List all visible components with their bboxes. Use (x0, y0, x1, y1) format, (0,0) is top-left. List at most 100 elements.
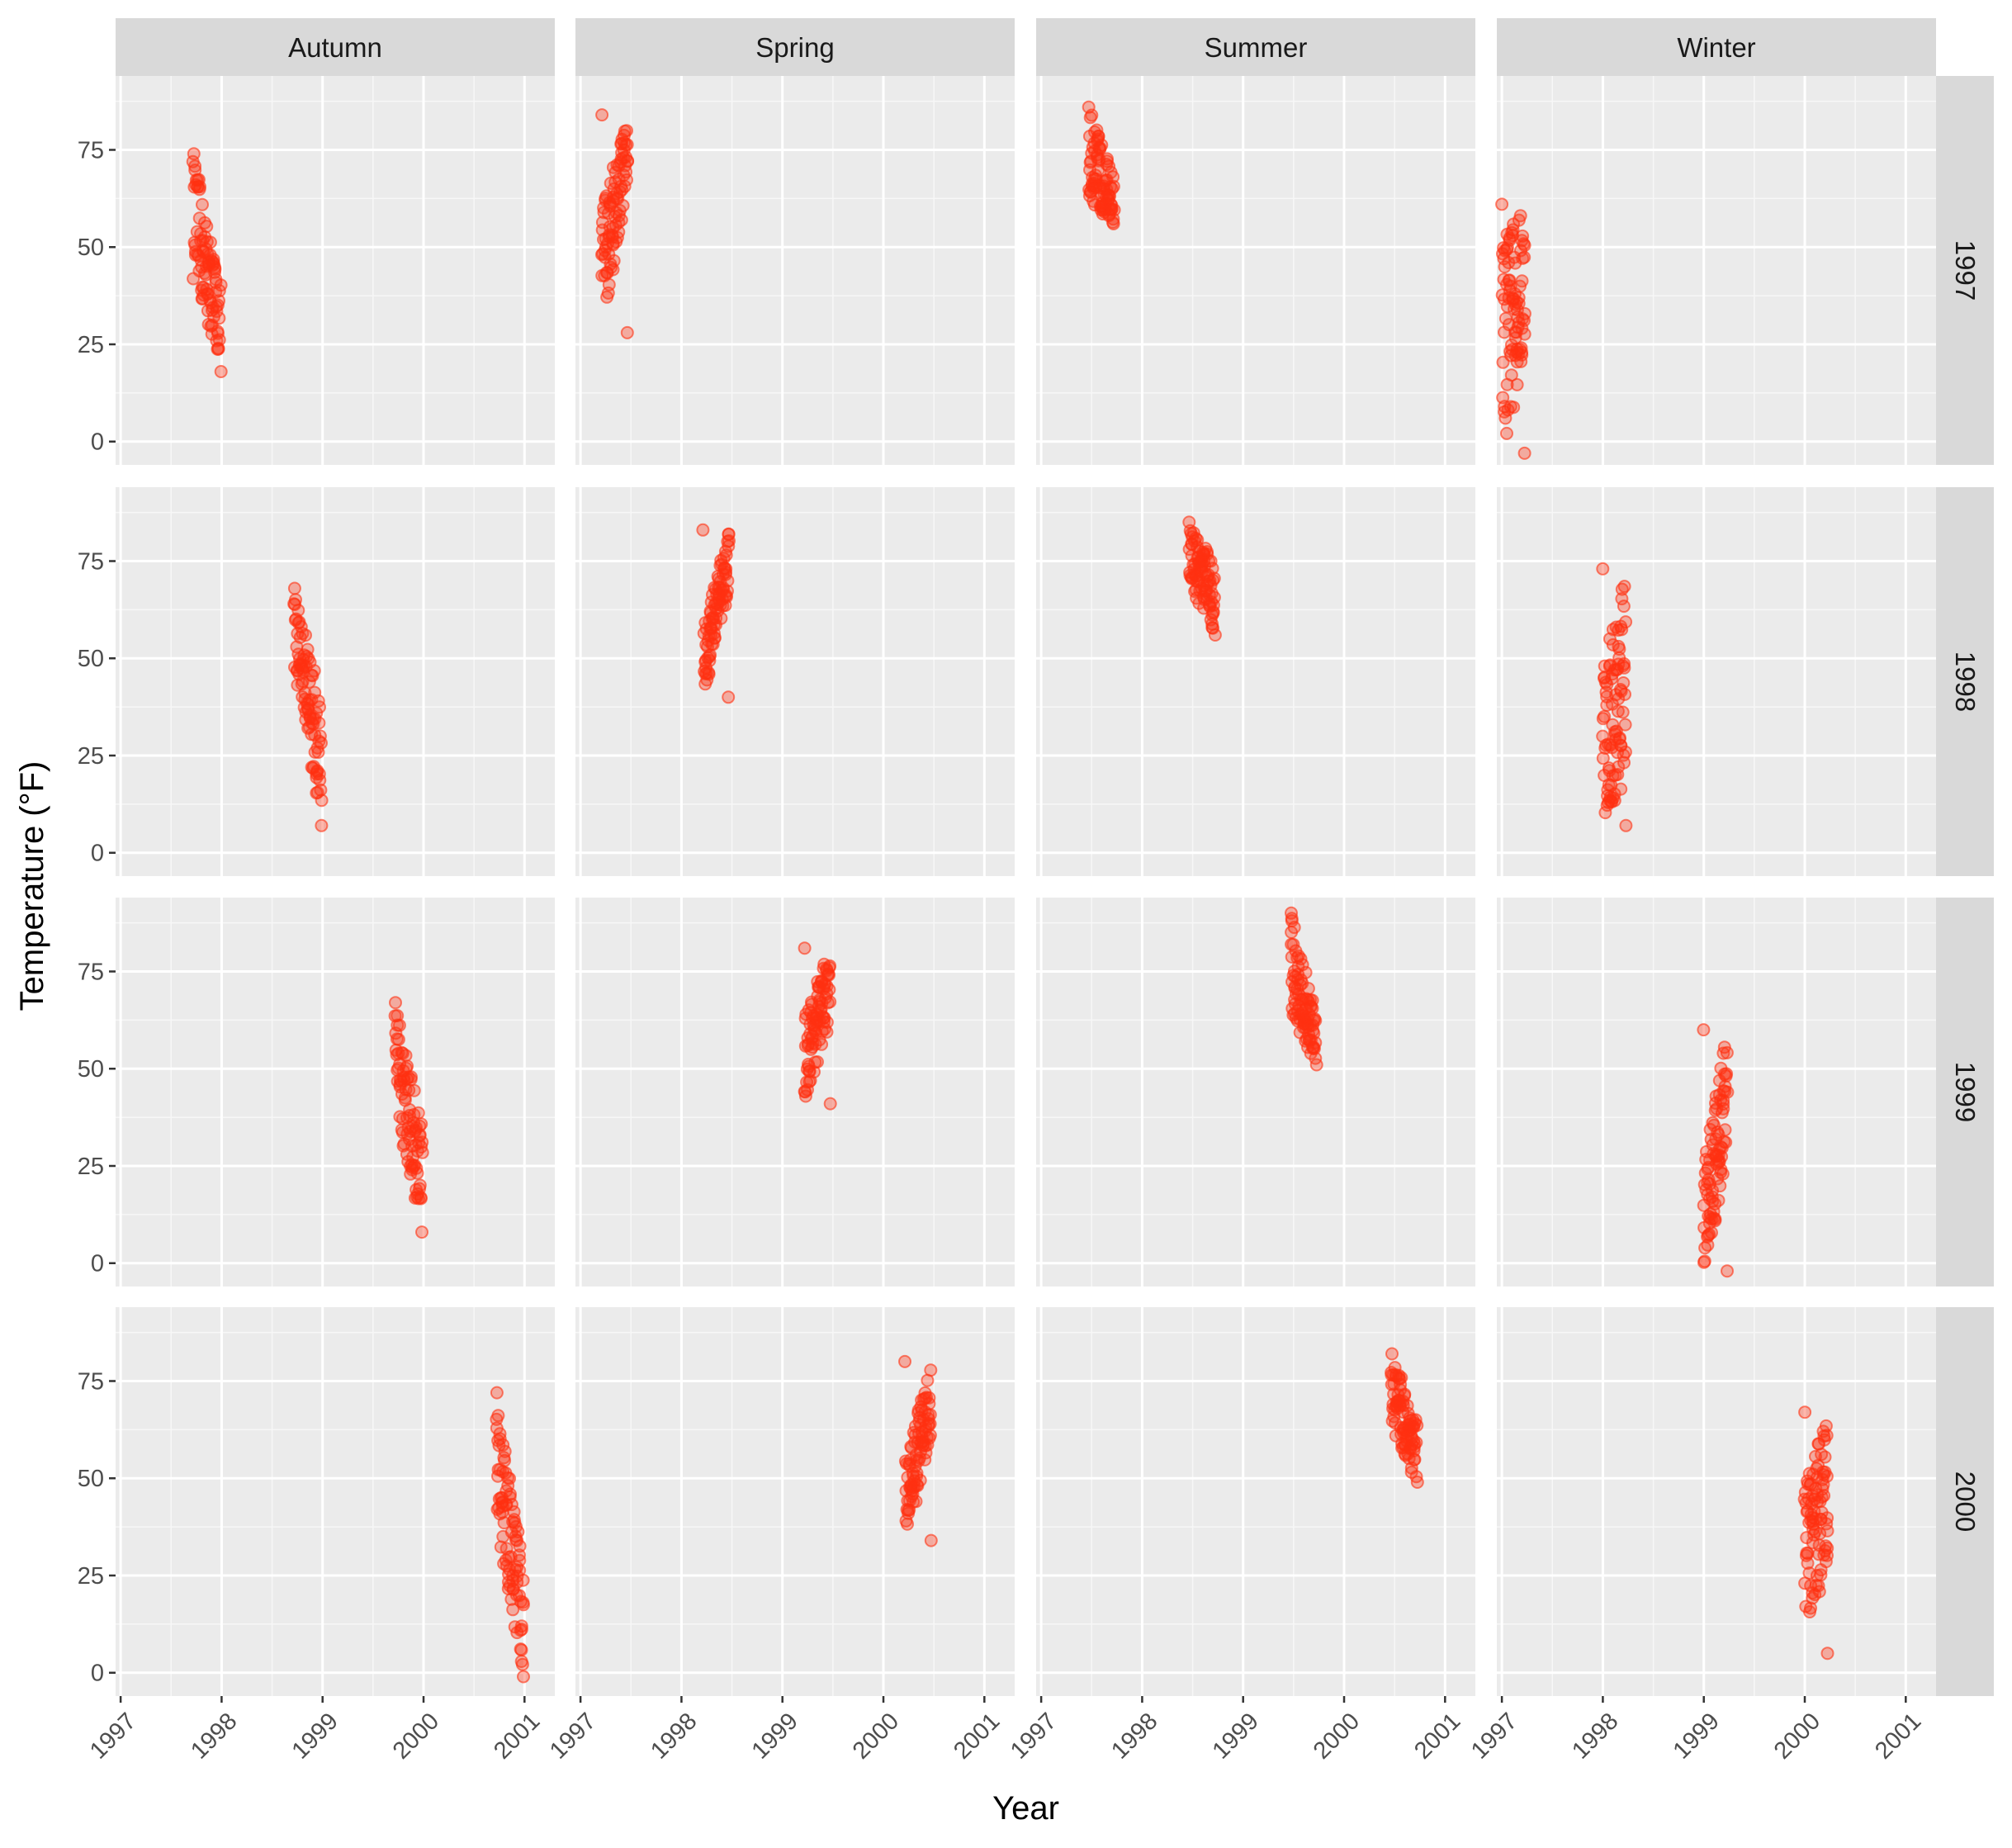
data-point (391, 1009, 405, 1022)
data-point (516, 1573, 530, 1587)
data-point (503, 1471, 517, 1486)
data-point (1611, 704, 1625, 718)
data-point (312, 716, 326, 730)
y-tick-label: 0 (91, 1251, 104, 1277)
panel-summer-1998-background (1036, 487, 1475, 876)
x-tick-label: 1999 (1669, 1708, 1725, 1764)
panel-spring-1998 (575, 487, 1015, 876)
data-point (291, 604, 305, 618)
y-tick-label: 25 (78, 332, 104, 358)
data-point (1206, 604, 1220, 618)
data-point (392, 1018, 406, 1032)
data-point (924, 1363, 938, 1377)
points-autumn-1999 (388, 996, 429, 1239)
data-point (1507, 400, 1521, 415)
data-point (696, 523, 710, 537)
data-point (212, 294, 225, 308)
data-point (1500, 426, 1513, 440)
y-tick-label: 75 (78, 137, 104, 163)
data-point (212, 311, 226, 325)
panel-autumn-1999 (116, 898, 555, 1286)
data-point (188, 159, 202, 173)
data-point (389, 996, 402, 1010)
data-point (1615, 592, 1629, 606)
data-point (517, 1670, 530, 1684)
data-point (1705, 1225, 1718, 1239)
strip-top-spring (575, 18, 1015, 76)
data-point (513, 1553, 527, 1567)
data-point (823, 995, 837, 1009)
data-point (315, 736, 328, 750)
data-point (313, 773, 327, 787)
data-point (722, 528, 736, 542)
data-point (399, 1049, 413, 1063)
panel-autumn-1998 (116, 487, 555, 876)
points-spring-1997 (595, 108, 635, 339)
data-point (1813, 1527, 1827, 1541)
x-tick-label: 1997 (1006, 1708, 1062, 1764)
data-point (823, 1097, 837, 1111)
data-point (314, 783, 328, 797)
data-point (1798, 1405, 1812, 1419)
data-point (200, 220, 214, 234)
data-point (901, 1517, 914, 1531)
panel-spring-1997 (575, 76, 1015, 465)
data-point (1517, 314, 1531, 328)
data-point (415, 1135, 429, 1149)
data-point (1596, 562, 1610, 576)
x-tick-label: 2000 (388, 1708, 444, 1764)
data-point (1510, 377, 1524, 391)
data-point (1287, 921, 1301, 935)
data-point (1804, 1601, 1817, 1615)
points-summer-1998 (1182, 515, 1222, 642)
data-point (1697, 1023, 1711, 1037)
points-autumn-1997 (186, 147, 228, 378)
data-point (823, 959, 837, 973)
data-point (514, 1623, 528, 1637)
data-point (1095, 138, 1109, 152)
data-point (1718, 1123, 1732, 1137)
strip-label-winter: Winter (1677, 32, 1755, 63)
data-point (1614, 782, 1628, 796)
data-point (1309, 1035, 1323, 1050)
data-point (515, 1657, 529, 1671)
strip-top-summer (1036, 18, 1475, 76)
data-point (1408, 1452, 1422, 1467)
data-point (1107, 203, 1121, 217)
data-point (315, 818, 329, 832)
data-point (1409, 1435, 1423, 1449)
points-winter-1999 (1697, 1023, 1735, 1278)
data-point (307, 664, 321, 678)
data-point (1615, 623, 1629, 637)
data-point (1515, 345, 1529, 359)
y-tick-label: 75 (78, 1368, 104, 1395)
data-point (415, 1145, 429, 1159)
data-point (1721, 1264, 1734, 1278)
panel-summer-1999-background (1036, 898, 1475, 1286)
data-point (1619, 615, 1633, 629)
y-tick-label: 25 (78, 1563, 104, 1590)
x-axis-title: Year (992, 1790, 1059, 1827)
data-point (1820, 1469, 1834, 1483)
data-point (1515, 274, 1529, 288)
data-point (493, 1427, 507, 1441)
panel-spring-1999 (575, 898, 1015, 1286)
data-point (1697, 1254, 1711, 1268)
data-point (1504, 368, 1518, 382)
data-point (1716, 1097, 1730, 1111)
y-tick-label: 50 (78, 646, 104, 672)
data-point (1410, 1476, 1424, 1489)
panel-winter-1998 (1497, 487, 1936, 876)
data-point (1818, 1450, 1832, 1464)
data-point (614, 213, 628, 227)
data-point (506, 1603, 520, 1617)
data-point (1596, 751, 1610, 765)
data-point (513, 1539, 527, 1553)
data-point (620, 173, 633, 187)
points-autumn-1998 (287, 581, 329, 832)
panel-spring-2000 (575, 1307, 1015, 1696)
data-point (616, 199, 630, 212)
strip-top-winter (1497, 18, 1936, 76)
